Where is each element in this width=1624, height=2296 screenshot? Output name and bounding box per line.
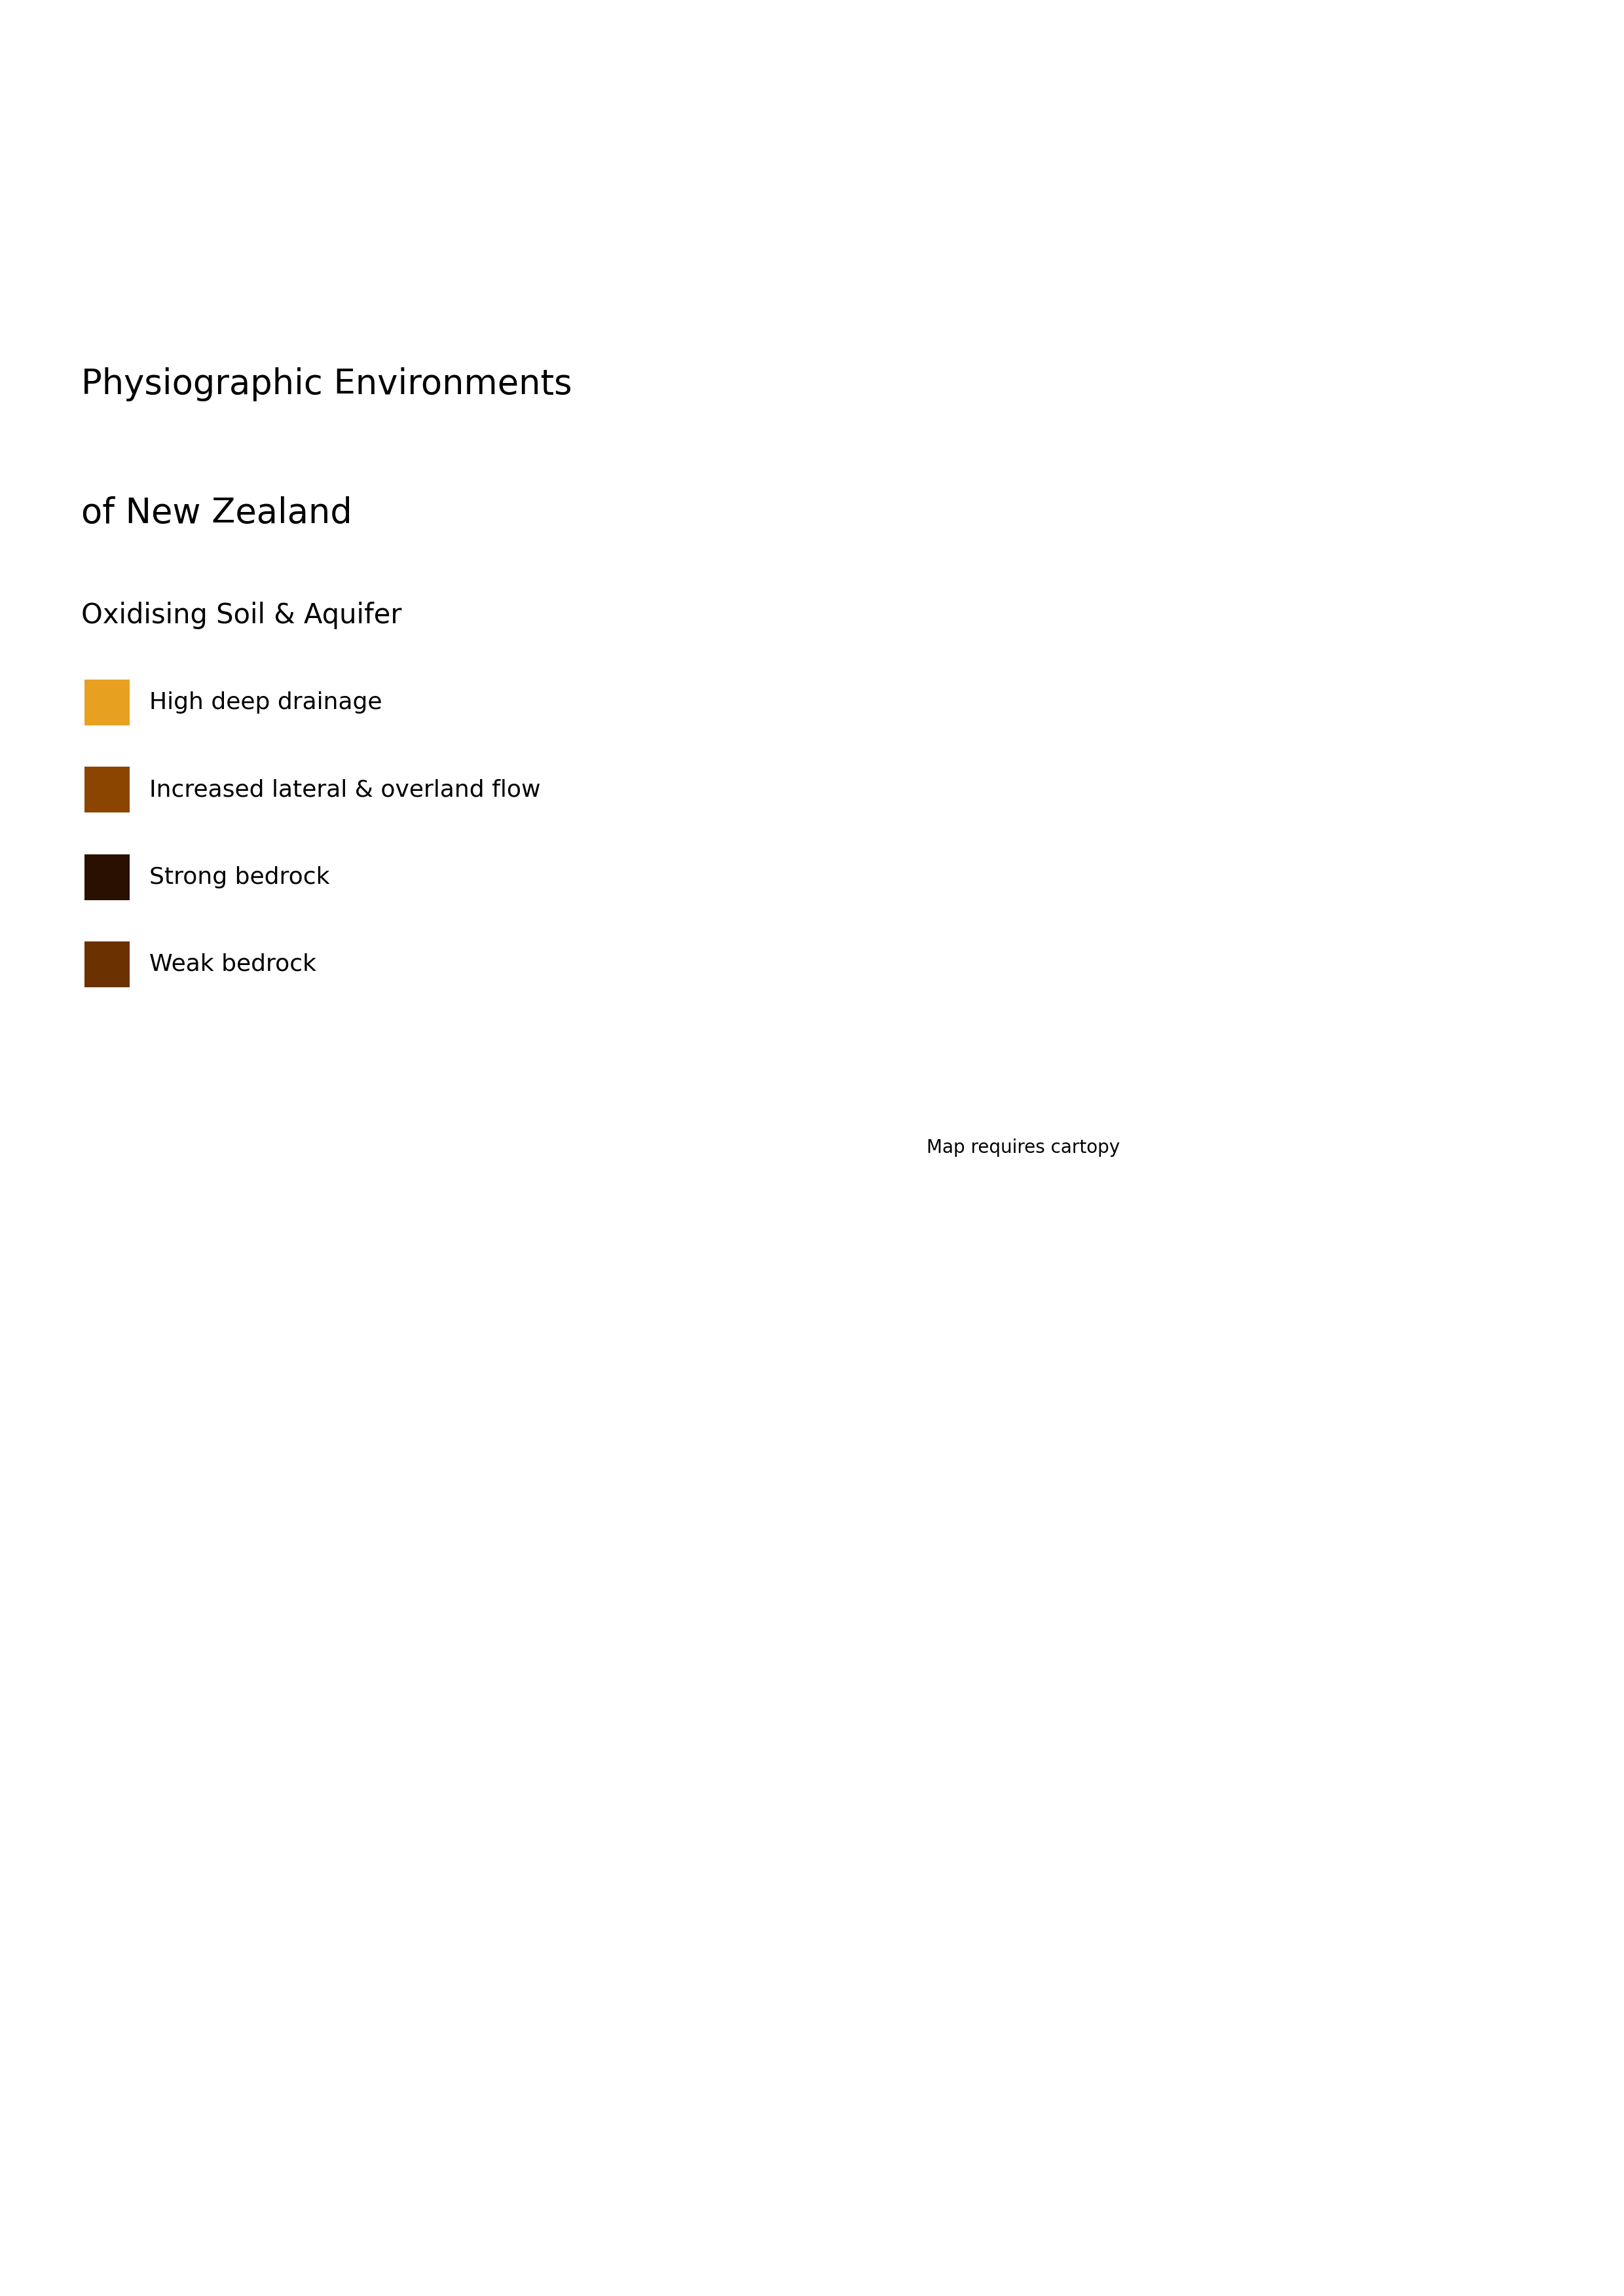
Text: Physiographic Environments: Physiographic Environments <box>81 367 572 402</box>
FancyBboxPatch shape <box>84 854 130 900</box>
Text: Strong bedrock: Strong bedrock <box>149 866 330 889</box>
Text: Increased lateral & overland flow: Increased lateral & overland flow <box>149 778 541 801</box>
Text: Oxidising Soil & Aquifer: Oxidising Soil & Aquifer <box>81 602 401 629</box>
Text: Map requires cartopy: Map requires cartopy <box>926 1139 1121 1157</box>
FancyBboxPatch shape <box>84 941 130 987</box>
FancyBboxPatch shape <box>84 767 130 813</box>
Text: Weak bedrock: Weak bedrock <box>149 953 317 976</box>
Text: High deep drainage: High deep drainage <box>149 691 382 714</box>
FancyBboxPatch shape <box>84 680 130 726</box>
Text: of New Zealand: of New Zealand <box>81 496 352 530</box>
